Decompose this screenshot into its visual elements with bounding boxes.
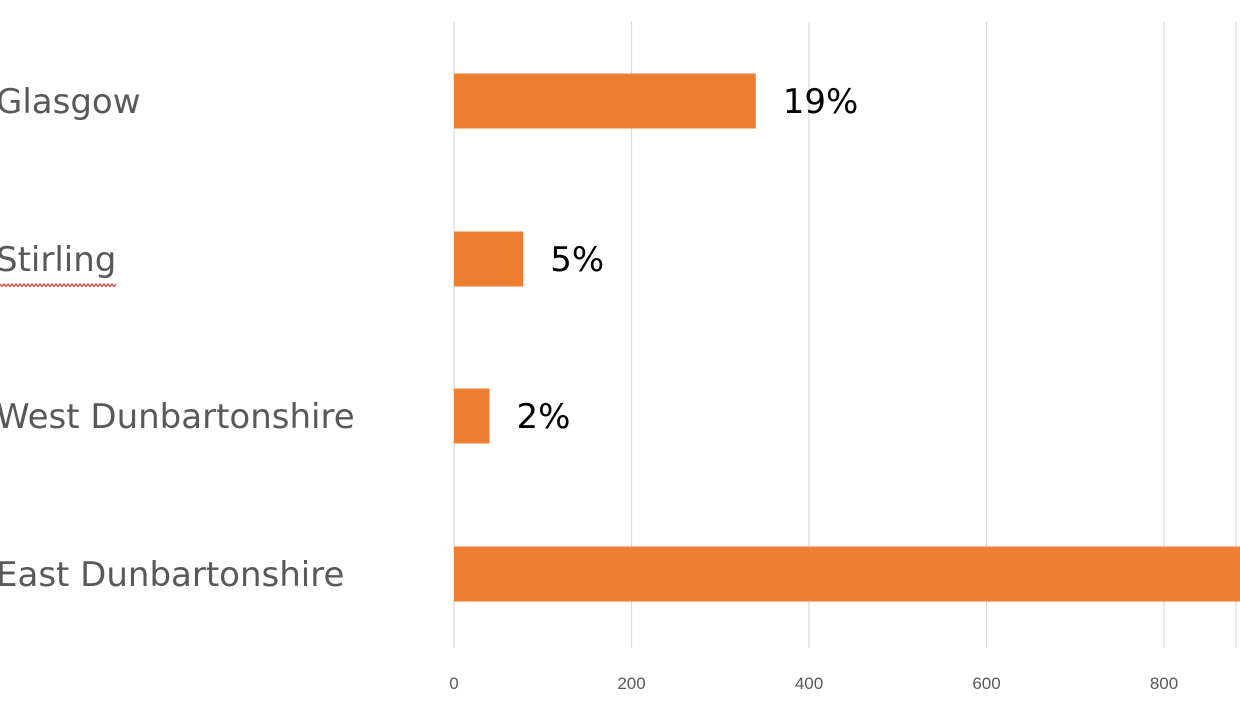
x-tick-label: 600: [972, 674, 1000, 693]
category-label: East Dunbartonshire: [0, 555, 344, 595]
x-tick-label: 800: [1150, 674, 1178, 693]
category-label: Glasgow: [0, 82, 141, 122]
bar: [454, 73, 756, 129]
category-label: Stirling: [0, 240, 116, 280]
x-tick-label: 400: [795, 674, 823, 693]
x-axis-tick-labels: 0 200 400 600 800: [449, 674, 1178, 693]
x-tick-label: 200: [617, 674, 645, 693]
data-label: 19%: [783, 82, 859, 122]
bars: [454, 73, 1240, 602]
data-label: 2%: [517, 397, 571, 437]
category-label: West Dunbartonshire: [0, 397, 355, 437]
spellcheck-underline: [0, 282, 117, 288]
bar: [454, 546, 1240, 602]
bar: [454, 231, 524, 287]
category-labels: Glasgow Stirling West Dunbartonshire East D…: [0, 82, 355, 595]
bar: [454, 388, 490, 444]
x-tick-label: 0: [449, 674, 458, 693]
data-label: 5%: [550, 240, 604, 280]
data-labels: 19% 5% 2%: [517, 82, 859, 437]
